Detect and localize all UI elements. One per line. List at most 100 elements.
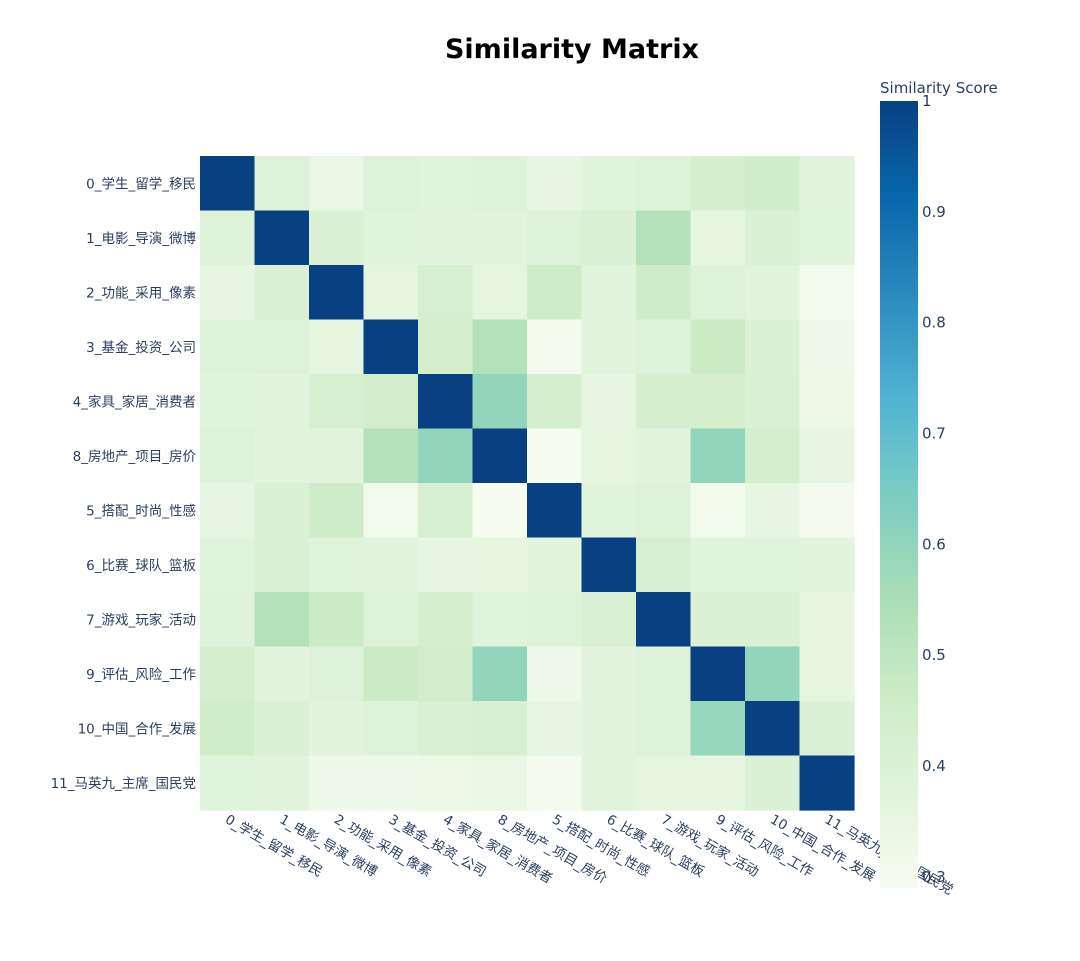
heatmap-cell-r8-c11 (799, 592, 855, 648)
heatmap-cell-r5-c10 (745, 428, 801, 484)
y-tick-label: 7_游戏_玩家_活动 (86, 611, 196, 628)
colorbar-tick-label: 0.6 (922, 535, 946, 553)
heatmap-cell-r11-c10 (745, 755, 801, 811)
heatmap-cell-r4-c9 (690, 374, 746, 430)
heatmap-cell-r7-c11 (799, 537, 855, 593)
x-tick-label: 6_比赛_球队_篮板 (604, 812, 708, 881)
heatmap-cell-r10-c10 (745, 701, 801, 757)
heatmap-cell-r10-c8 (636, 701, 692, 757)
colorbar-ticks: 1 0.9 0.8 0.7 0.6 0.5 0.4 0.3 (922, 92, 946, 886)
heatmap-cell-r2-c5 (472, 265, 528, 321)
y-tick-label: 8_房地产_项目_房价 (73, 449, 197, 465)
heatmap-cell-r8-c9 (690, 592, 746, 648)
heatmap-cell-r11-c1 (254, 755, 310, 811)
heatmap-cell-r1-c1 (254, 210, 310, 266)
heatmap-cell-r1-c10 (745, 210, 801, 266)
heatmap-cell-r5-c6 (527, 428, 583, 484)
heatmap-cell-r1-c9 (690, 210, 746, 266)
heatmap-cell-r6-c5 (472, 483, 528, 539)
heatmap-cell-r11-c3 (363, 755, 419, 811)
heatmap-cell-r8-c4 (418, 592, 474, 648)
heatmap-cell-r4-c7 (581, 374, 637, 430)
heatmap-cell-r6-c6 (527, 483, 583, 539)
chart-title: Similarity Matrix (445, 34, 699, 65)
colorbar-tick-label: 0.3 (922, 868, 946, 886)
heatmap-cell-r10-c1 (254, 701, 310, 757)
heatmap-cell-r8-c2 (309, 592, 365, 648)
colorbar-tick-label: 0.7 (922, 425, 946, 443)
heatmap-cell-r6-c4 (418, 483, 474, 539)
heatmap-cell-r1-c3 (363, 210, 419, 266)
heatmap-cell-r3-c2 (309, 319, 365, 375)
heatmap-cell-r10-c2 (309, 701, 365, 757)
heatmap-cell-r7-c0 (200, 537, 256, 593)
heatmap-cell-r11-c9 (690, 755, 746, 811)
heatmap-cell-r4-c6 (527, 374, 583, 430)
heatmap-cell-r2-c0 (200, 265, 256, 321)
heatmap-cell-r3-c11 (799, 319, 855, 375)
heatmap-cell-r6-c9 (690, 483, 746, 539)
heatmap-cell-r1-c0 (200, 210, 256, 266)
x-tick-label: 1_电影_导演_微博 (277, 811, 381, 881)
heatmap-cell-r3-c5 (472, 319, 528, 375)
heatmap-cell-r11-c5 (472, 755, 528, 811)
heatmap-cell-r9-c7 (581, 646, 637, 702)
heatmap-cell-r5-c1 (254, 428, 310, 484)
heatmap-cell-r0-c5 (472, 156, 528, 212)
heatmap-cell-r0-c10 (745, 156, 801, 212)
heatmap-cell-r10-c4 (418, 701, 474, 757)
x-tick-label: 2_功能_采用_像素 (331, 812, 434, 881)
heatmap-cell-r4-c5 (472, 374, 528, 430)
colorbar-tick-label: 0.8 (922, 314, 946, 332)
heatmap-cell-r0-c6 (527, 156, 583, 212)
heatmap-cell-r3-c6 (527, 319, 583, 375)
y-tick-label: 0_学生_留学_移民 (86, 176, 196, 192)
heatmap-cell-r6-c0 (200, 483, 256, 539)
heatmap-cell-r7-c2 (309, 537, 365, 593)
heatmap-cell-r7-c6 (527, 537, 583, 593)
heatmap-cell-r5-c3 (363, 428, 419, 484)
heatmap-cell-r3-c1 (254, 319, 310, 375)
heatmap-cell-r2-c7 (581, 265, 637, 321)
heatmap-cell-r8-c6 (527, 592, 583, 648)
colorbar-tick-label: 0.4 (922, 757, 946, 775)
heatmap-cell-r2-c8 (636, 265, 692, 321)
heatmap-cell-r7-c10 (745, 537, 801, 593)
heatmap-cell-r10-c7 (581, 701, 637, 757)
heatmap-cell-r9-c0 (200, 646, 256, 702)
heatmap-cell-r10-c0 (200, 701, 256, 757)
heatmap-cell-r9-c6 (527, 646, 583, 702)
heatmap-cell-r8-c8 (636, 592, 692, 648)
heatmap-cell-r3-c0 (200, 319, 256, 375)
heatmap-cell-r1-c2 (309, 210, 365, 266)
heatmap-cell-r7-c8 (636, 537, 692, 593)
heatmap-cell-r0-c2 (309, 156, 365, 212)
y-tick-label: 11_马英九_主席_国民党 (51, 775, 196, 792)
colorbar-title: Similarity Score (880, 79, 998, 97)
heatmap-cell-r6-c7 (581, 483, 637, 539)
heatmap-cell-r9-c10 (745, 646, 801, 702)
heatmap-cell-r4-c2 (309, 374, 365, 430)
heatmap-cell-r0-c9 (690, 156, 746, 212)
heatmap-cell-r10-c9 (690, 701, 746, 757)
x-axis-tick-labels: 0_学生_留学_移民1_电影_导演_微博2_功能_采用_像素3_基金_投资_公司… (222, 811, 956, 898)
colorbar-tick-label: 0.9 (922, 203, 946, 221)
heatmap-cell-r11-c0 (200, 755, 256, 811)
y-tick-label: 9_评估_风险_工作 (86, 667, 196, 683)
heatmap-cells (200, 156, 855, 811)
heatmap-cell-r6-c2 (309, 483, 365, 539)
heatmap-cell-r7-c1 (254, 537, 310, 593)
y-tick-label: 10_中国_合作_发展 (78, 721, 196, 737)
heatmap-cell-r4-c8 (636, 374, 692, 430)
heatmap-cell-r6-c1 (254, 483, 310, 539)
heatmap-cell-r3-c8 (636, 319, 692, 375)
heatmap-cell-r8-c7 (581, 592, 637, 648)
heatmap-cell-r7-c4 (418, 537, 474, 593)
heatmap-cell-r2-c11 (799, 265, 855, 321)
heatmap-cell-r11-c2 (309, 755, 365, 811)
heatmap-cell-r2-c4 (418, 265, 474, 321)
heatmap-cell-r2-c6 (527, 265, 583, 321)
heatmap-cell-r9-c8 (636, 646, 692, 702)
heatmap-cell-r5-c9 (690, 428, 746, 484)
heatmap-cell-r0-c0 (200, 156, 256, 212)
